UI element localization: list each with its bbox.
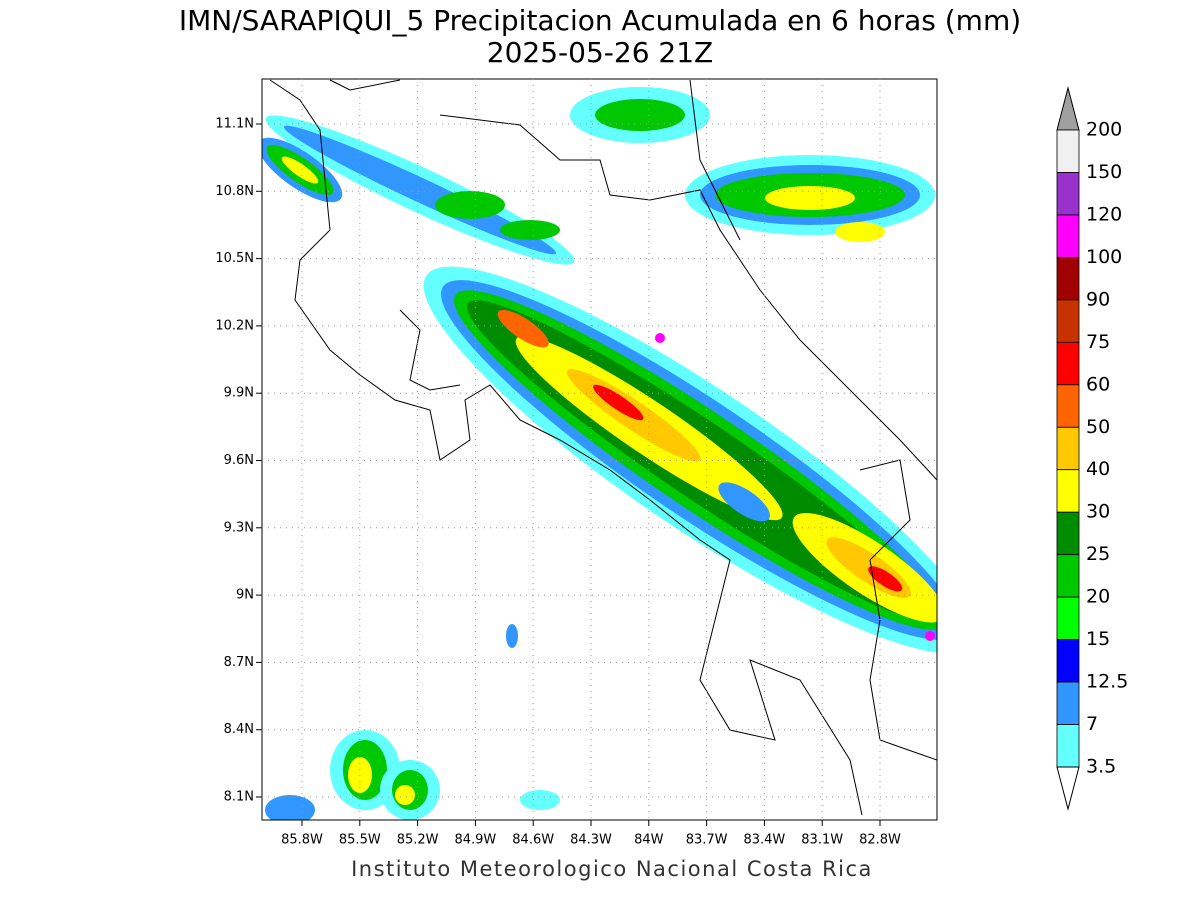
- y-tick-label: 9N: [236, 588, 254, 603]
- colorbar-box: [1056, 596, 1080, 641]
- x-tick-label: 83.7W: [686, 833, 728, 848]
- colorbar-box: [1056, 384, 1080, 428]
- colorbar-over: [1056, 86, 1080, 131]
- x-tick-label: 84.9W: [454, 833, 496, 848]
- x-tick-label: 84W: [634, 833, 664, 848]
- x-tick-label: 84.3W: [570, 833, 612, 848]
- subtitle: 2025-05-26 21Z: [487, 36, 713, 69]
- colorbar-box: [1056, 724, 1080, 768]
- colorbar-label: 30: [1086, 501, 1110, 523]
- colorbar-label: 200: [1086, 119, 1122, 141]
- colorbar-box: [1056, 256, 1080, 301]
- colorbar-label: 12.5: [1086, 671, 1128, 693]
- colorbar-box: [1056, 214, 1080, 258]
- colorbar-label: 75: [1086, 331, 1110, 353]
- x-tick-label: 85.2W: [397, 833, 439, 848]
- y-tick-label: 9.6N: [224, 453, 254, 468]
- y-tick-label: 8.1N: [224, 790, 254, 805]
- x-tick-label: 85.8W: [281, 833, 323, 848]
- colorbar-label: 40: [1086, 458, 1110, 480]
- colorbar-label: 7: [1086, 713, 1098, 735]
- y-tick-label: 9.3N: [224, 520, 254, 535]
- colorbar-box: [1056, 511, 1080, 556]
- x-tick-label: 85.5W: [339, 833, 381, 848]
- colorbar-box: [1056, 554, 1080, 598]
- plot-frame: [261, 78, 938, 821]
- colorbar-under: [1056, 766, 1080, 811]
- x-tick-label: 83.4W: [743, 833, 785, 848]
- colorbar-box: [1056, 129, 1080, 173]
- colorbar-box: [1056, 469, 1080, 513]
- y-tick-label: 9.9N: [224, 386, 254, 401]
- colorbar-box: [1056, 639, 1080, 683]
- colorbar-label: 90: [1086, 288, 1110, 310]
- colorbar-label: 120: [1086, 203, 1122, 225]
- y-tick-label: 10.5N: [215, 251, 254, 266]
- colorbar-label: 100: [1086, 246, 1122, 268]
- title: IMN/SARAPIQUI_5 Precipitacion Acumulada …: [179, 4, 1021, 37]
- colorbar-box: [1056, 426, 1080, 471]
- colorbar-label: 15: [1086, 628, 1110, 650]
- colorbar-label: 3.5: [1086, 756, 1116, 778]
- colorbar-label: 150: [1086, 161, 1122, 183]
- colorbar-label: 60: [1086, 373, 1110, 395]
- footer: Instituto Meteorologico Nacional Costa R…: [351, 857, 873, 881]
- y-tick-label: 10.2N: [215, 318, 254, 333]
- y-tick-label: 8.4N: [224, 722, 254, 737]
- colorbar-label: 50: [1086, 416, 1110, 438]
- x-tick-label: 84.6W: [512, 833, 554, 848]
- y-tick-label: 11.1N: [215, 117, 254, 132]
- y-tick-label: 8.7N: [224, 655, 254, 670]
- colorbar-label: 25: [1086, 543, 1110, 565]
- coastlines: [269, 79, 937, 816]
- x-tick-label: 83.1W: [801, 833, 843, 848]
- colorbar-box: [1056, 172, 1080, 216]
- colorbar-box: [1056, 341, 1080, 386]
- colorbar: 200 150 120 100 90 75 60 50 40 30 25 20 15 12.5 7 3.5: [1056, 86, 1128, 811]
- colorbar-box: [1056, 299, 1080, 343]
- x-tick-label: 82.8W: [859, 833, 901, 848]
- y-tick-label: 10.8N: [215, 184, 254, 199]
- colorbar-label: 20: [1086, 586, 1110, 608]
- colorbar-box: [1056, 681, 1080, 725]
